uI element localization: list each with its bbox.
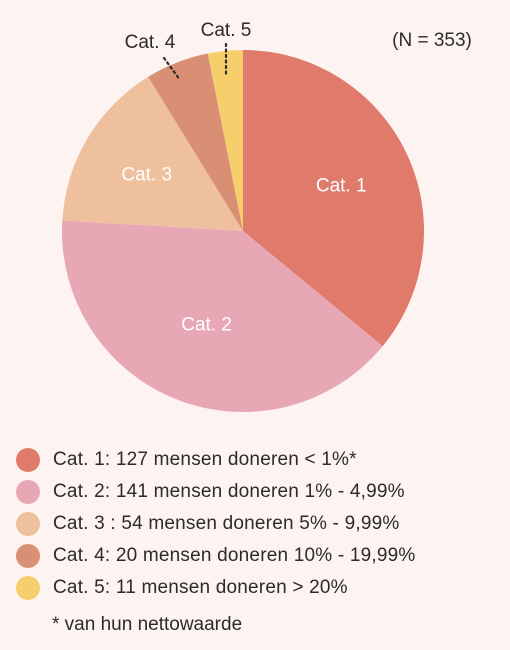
pie-slice-cat-3 [62, 76, 243, 231]
slice-label-cat-1: Cat. 1 [316, 176, 367, 197]
legend-item-cat-5: Cat. 5: 11 mensen doneren > 20% [16, 572, 416, 604]
legend-item-cat-2: Cat. 2: 141 mensen doneren 1% - 4,99% [16, 476, 416, 508]
legend-swatch-cat-1 [16, 448, 40, 472]
pie-slice-cat-1 [243, 50, 425, 347]
legend-swatch-cat-5 [16, 576, 40, 600]
legend-swatch-cat-2 [16, 480, 40, 504]
legend-swatch-cat-3 [16, 512, 40, 536]
pie-slice-cat-4 [148, 53, 243, 232]
legend: Cat. 1: 127 mensen doneren < 1%* Cat. 2:… [16, 444, 416, 604]
legend-label-cat-5: Cat. 5: 11 mensen doneren > 20% [53, 577, 348, 598]
slice-label-cat-3: Cat. 3 [121, 165, 172, 186]
slice-label-cat-5: Cat. 5 [201, 20, 252, 41]
pie-chart: Cat. 1 Cat. 2 Cat. 3 Cat. 4 Cat. 5 (N = 353) [61, 20, 472, 413]
slice-label-cat-4: Cat. 4 [125, 32, 176, 53]
sample-size-label: (N = 353) [392, 30, 472, 51]
legend-item-cat-4: Cat. 4: 20 mensen doneren 10% - 19,99% [16, 540, 416, 572]
legend-label-cat-2: Cat. 2: 141 mensen doneren 1% - 4,99% [53, 481, 405, 502]
legend-item-cat-3: Cat. 3 : 54 mensen doneren 5% - 9,99% [16, 508, 416, 540]
legend-item-cat-1: Cat. 1: 127 mensen doneren < 1%* [16, 444, 416, 476]
leader-line-cat-4 [162, 56, 182, 82]
pie-slice-cat-2 [61, 220, 383, 413]
legend-label-cat-1: Cat. 1: 127 mensen doneren < 1%* [53, 449, 357, 470]
pie-slice-cat-5 [207, 50, 243, 231]
legend-label-cat-4: Cat. 4: 20 mensen doneren 10% - 19,99% [53, 545, 416, 566]
slice-label-cat-2: Cat. 2 [181, 315, 232, 336]
legend-swatch-cat-4 [16, 544, 40, 568]
footnote: * van hun nettowaarde [52, 614, 243, 635]
legend-label-cat-3: Cat. 3 : 54 mensen doneren 5% - 9,99% [53, 513, 400, 534]
